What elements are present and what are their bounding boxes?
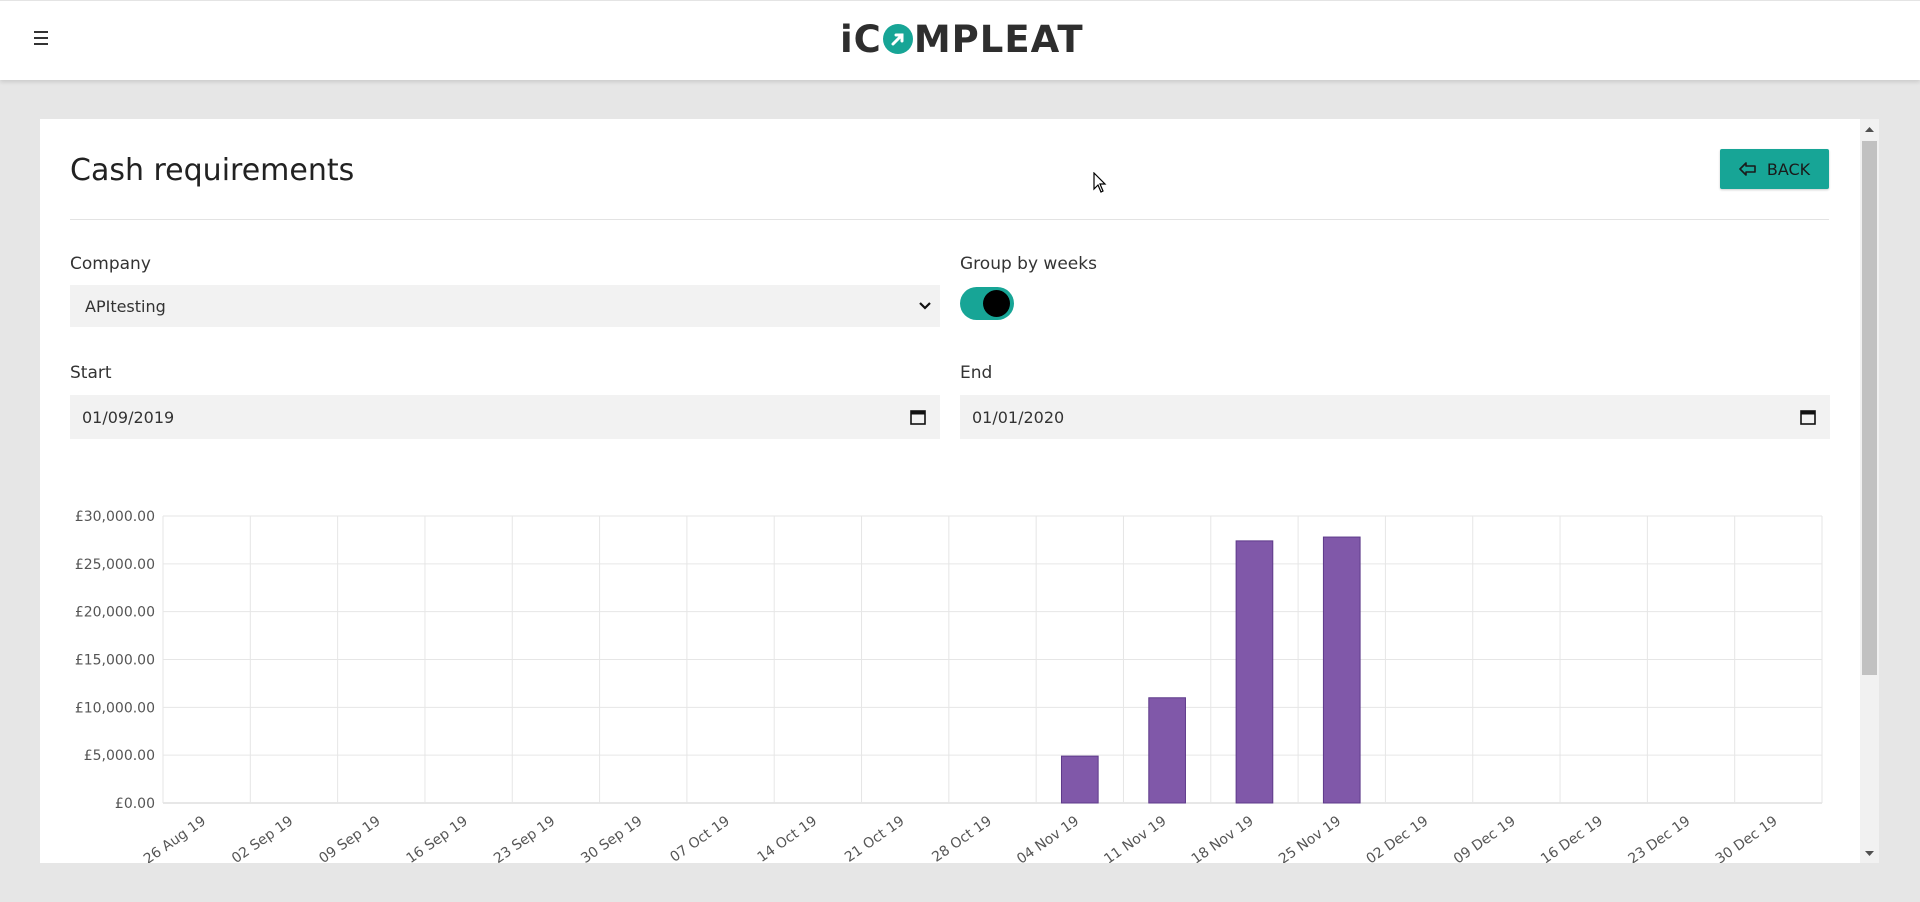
y-tick-label: £10,000.00 bbox=[75, 700, 155, 716]
x-tick-label: 18 Nov 19 bbox=[1189, 813, 1257, 863]
company-select-value: APItesting bbox=[85, 296, 166, 316]
x-tick-label: 16 Sep 19 bbox=[404, 813, 471, 863]
x-tick-label: 21 Oct 19 bbox=[842, 813, 907, 863]
x-tick-label: 23 Dec 19 bbox=[1625, 813, 1693, 863]
app-logo[interactable]: iC MPLEAT bbox=[840, 17, 1084, 61]
calendar-icon[interactable] bbox=[910, 409, 926, 425]
x-tick-label: 30 Sep 19 bbox=[578, 813, 645, 863]
x-tick-label: 26 Aug 19 bbox=[141, 813, 209, 863]
x-tick-label: 04 Nov 19 bbox=[1014, 813, 1082, 863]
y-tick-label: £15,000.00 bbox=[75, 653, 155, 669]
back-button[interactable]: BACK bbox=[1720, 149, 1829, 189]
scroll-down-icon[interactable] bbox=[1860, 847, 1879, 861]
end-date-value: 01/01/2020 bbox=[972, 407, 1065, 427]
logo-text-left: iC bbox=[840, 17, 882, 61]
chart-bar bbox=[1235, 540, 1274, 804]
title-divider bbox=[70, 219, 1829, 220]
scroll-up-icon[interactable] bbox=[1860, 123, 1879, 137]
y-tick-label: £30,000.00 bbox=[75, 509, 155, 525]
group-by-weeks-label: Group by weeks bbox=[960, 254, 1097, 274]
page-title: Cash requirements bbox=[70, 153, 355, 188]
chevron-down-icon bbox=[919, 302, 931, 310]
x-tick-label: 09 Sep 19 bbox=[316, 813, 383, 863]
group-by-weeks-toggle[interactable] bbox=[960, 287, 1014, 320]
arrow-left-icon bbox=[1739, 162, 1756, 176]
x-tick-label: 11 Nov 19 bbox=[1101, 813, 1169, 863]
end-date-input[interactable]: 01/01/2020 bbox=[960, 395, 1830, 439]
x-tick-label: 23 Sep 19 bbox=[491, 813, 558, 863]
x-tick-label: 09 Dec 19 bbox=[1451, 813, 1519, 863]
hamburger-icon[interactable] bbox=[34, 31, 50, 45]
x-tick-label: 16 Dec 19 bbox=[1538, 813, 1606, 863]
chart-bar bbox=[1148, 697, 1186, 804]
y-tick-label: £0.00 bbox=[115, 796, 155, 812]
y-tick-label: £25,000.00 bbox=[75, 557, 155, 573]
y-tick-label: £20,000.00 bbox=[75, 605, 155, 621]
vertical-scrollbar[interactable] bbox=[1860, 119, 1879, 863]
start-label: Start bbox=[70, 363, 112, 383]
x-tick-label: 28 Oct 19 bbox=[929, 813, 994, 863]
cash-requirements-chart: £0.00 £5,000.00 £10,000.00 £15,000.00 £20,00… bbox=[75, 509, 1823, 863]
y-tick-label: £5,000.00 bbox=[84, 748, 155, 764]
cash-requirements-card: Cash requirements BACK Company APItestin… bbox=[40, 119, 1860, 863]
x-tick-label: 14 Oct 19 bbox=[755, 813, 820, 863]
chart-bar bbox=[1060, 755, 1099, 804]
logo-text-right: MPLEAT bbox=[913, 17, 1084, 61]
x-tick-label: 02 Sep 19 bbox=[229, 813, 296, 863]
start-date-input[interactable]: 01/09/2019 bbox=[70, 395, 940, 439]
x-tick-label: 07 Oct 19 bbox=[667, 813, 732, 863]
x-tick-label: 30 Dec 19 bbox=[1713, 813, 1781, 863]
company-label: Company bbox=[70, 254, 151, 274]
back-button-label: BACK bbox=[1766, 159, 1811, 179]
start-date-value: 01/09/2019 bbox=[82, 407, 175, 427]
company-select[interactable]: APItesting bbox=[70, 285, 940, 327]
top-bar: iC MPLEAT bbox=[0, 0, 1920, 80]
x-tick-label: 25 Nov 19 bbox=[1276, 813, 1344, 863]
x-tick-label: 02 Dec 19 bbox=[1364, 813, 1432, 863]
toggle-knob bbox=[983, 290, 1010, 317]
calendar-icon[interactable] bbox=[1800, 409, 1816, 425]
scroll-thumb[interactable] bbox=[1862, 141, 1877, 675]
mouse-cursor-icon bbox=[1093, 172, 1107, 193]
logo-arrow-icon bbox=[882, 24, 913, 54]
end-label: End bbox=[960, 363, 993, 383]
chart-bar bbox=[1322, 536, 1361, 804]
